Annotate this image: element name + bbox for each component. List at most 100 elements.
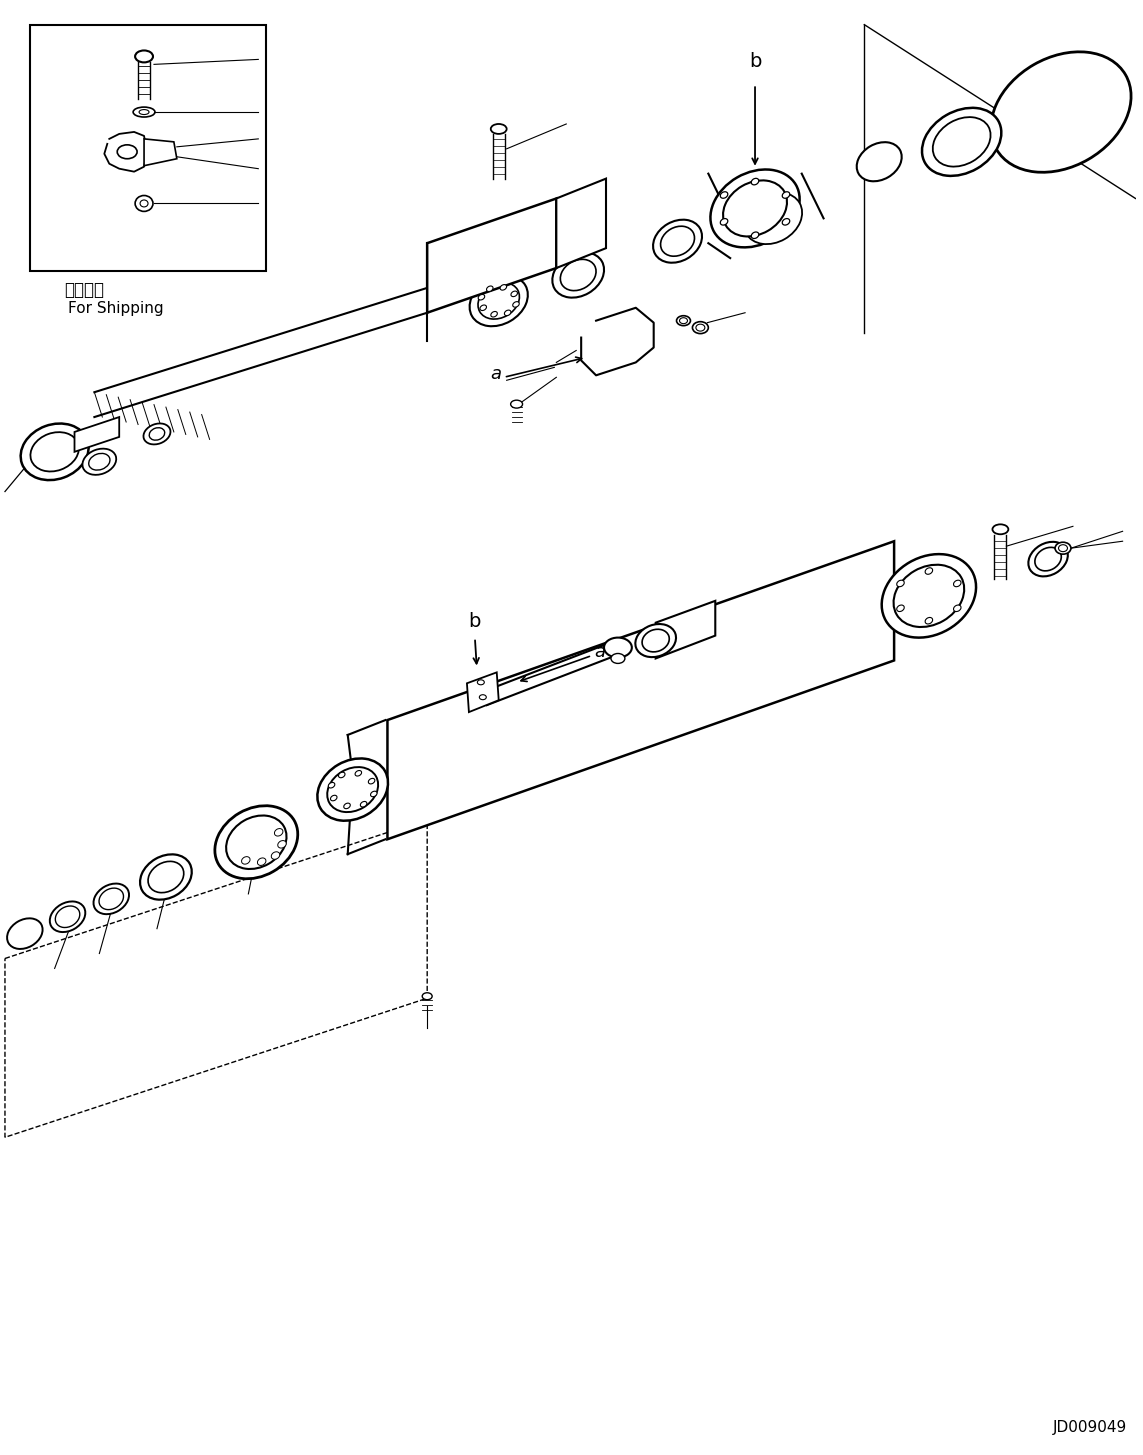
Ellipse shape [693, 322, 709, 333]
Ellipse shape [513, 301, 519, 307]
Ellipse shape [922, 108, 1001, 176]
Ellipse shape [677, 316, 690, 326]
Ellipse shape [135, 195, 153, 211]
Ellipse shape [933, 116, 991, 166]
Ellipse shape [511, 400, 522, 407]
Ellipse shape [782, 192, 790, 198]
Text: For Shipping: For Shipping [67, 301, 163, 316]
Ellipse shape [711, 169, 800, 247]
Ellipse shape [94, 883, 129, 914]
Ellipse shape [50, 902, 86, 933]
Ellipse shape [99, 888, 123, 909]
Polygon shape [427, 198, 557, 313]
Ellipse shape [360, 802, 367, 808]
Ellipse shape [751, 231, 759, 239]
Ellipse shape [271, 851, 280, 860]
Ellipse shape [327, 767, 378, 812]
Ellipse shape [857, 143, 902, 182]
Ellipse shape [490, 124, 506, 134]
Ellipse shape [511, 291, 518, 297]
Ellipse shape [881, 554, 976, 637]
Ellipse shape [328, 783, 335, 789]
Ellipse shape [257, 858, 266, 866]
Ellipse shape [724, 180, 788, 237]
Ellipse shape [141, 854, 192, 899]
Polygon shape [557, 179, 606, 268]
Ellipse shape [487, 287, 493, 291]
Ellipse shape [751, 179, 759, 185]
Ellipse shape [150, 428, 165, 441]
Ellipse shape [31, 432, 79, 471]
Ellipse shape [953, 581, 961, 586]
Ellipse shape [478, 282, 519, 319]
Text: b: b [749, 52, 761, 71]
Ellipse shape [139, 109, 149, 115]
Ellipse shape [338, 773, 345, 778]
Text: a: a [490, 365, 502, 383]
Ellipse shape [133, 108, 155, 116]
Ellipse shape [1029, 541, 1068, 576]
Ellipse shape [478, 294, 485, 300]
Text: b: b [469, 611, 481, 630]
Ellipse shape [720, 218, 728, 226]
Bar [30, 25, 266, 271]
Ellipse shape [642, 629, 670, 652]
Ellipse shape [278, 841, 286, 848]
Text: a: a [594, 643, 605, 662]
Text: JD009049: JD009049 [1053, 1420, 1127, 1436]
Ellipse shape [226, 815, 287, 869]
Ellipse shape [782, 218, 790, 226]
Ellipse shape [560, 259, 596, 291]
Ellipse shape [368, 778, 375, 784]
Polygon shape [656, 601, 716, 659]
Ellipse shape [318, 758, 387, 821]
Ellipse shape [141, 199, 149, 207]
Ellipse shape [1034, 547, 1062, 570]
Ellipse shape [894, 565, 965, 627]
Ellipse shape [744, 192, 802, 244]
Ellipse shape [680, 317, 687, 323]
Ellipse shape [55, 906, 80, 927]
Ellipse shape [355, 771, 361, 776]
Ellipse shape [504, 310, 511, 316]
Ellipse shape [118, 146, 137, 159]
Polygon shape [467, 672, 498, 711]
Ellipse shape [897, 605, 904, 611]
Ellipse shape [897, 581, 904, 586]
Ellipse shape [953, 605, 961, 611]
Ellipse shape [330, 796, 337, 800]
Ellipse shape [490, 311, 497, 317]
Ellipse shape [149, 861, 184, 893]
Ellipse shape [7, 918, 42, 949]
Polygon shape [144, 138, 177, 166]
Ellipse shape [653, 220, 702, 263]
Ellipse shape [135, 51, 153, 63]
Ellipse shape [480, 306, 487, 310]
Ellipse shape [501, 285, 506, 290]
Polygon shape [5, 819, 427, 1138]
Text: 運搬部品: 運搬部品 [64, 281, 104, 298]
Ellipse shape [89, 454, 110, 470]
Ellipse shape [1058, 544, 1068, 551]
Ellipse shape [612, 653, 625, 663]
Polygon shape [74, 418, 119, 453]
Ellipse shape [470, 275, 528, 326]
Ellipse shape [1055, 543, 1071, 554]
Ellipse shape [422, 992, 432, 1000]
Ellipse shape [478, 679, 485, 685]
Polygon shape [387, 541, 894, 840]
Ellipse shape [370, 792, 377, 797]
Ellipse shape [661, 226, 695, 256]
Ellipse shape [636, 624, 676, 658]
Ellipse shape [215, 806, 298, 879]
Ellipse shape [925, 567, 933, 575]
Ellipse shape [274, 828, 283, 837]
Ellipse shape [925, 617, 933, 624]
Ellipse shape [479, 694, 486, 700]
Ellipse shape [241, 857, 250, 864]
Ellipse shape [144, 423, 170, 444]
Ellipse shape [604, 637, 632, 658]
Ellipse shape [344, 803, 350, 809]
Ellipse shape [552, 252, 604, 298]
Text: b: b [137, 240, 151, 260]
